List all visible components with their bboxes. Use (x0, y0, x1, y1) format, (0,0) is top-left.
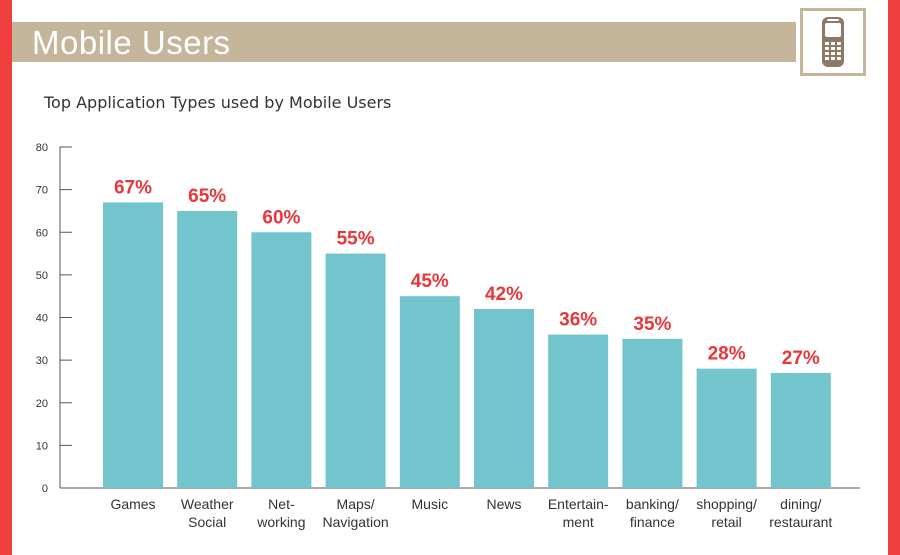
y-tick-label: 50 (36, 270, 48, 282)
bar (325, 253, 386, 488)
page-title: Mobile Users (32, 24, 231, 61)
right-accent-bar (888, 0, 900, 555)
x-category-label: restaurant (769, 514, 832, 530)
x-category-label: Games (110, 496, 155, 512)
x-category-label: News (486, 496, 521, 512)
bar (251, 232, 312, 488)
data-label: 27% (782, 348, 820, 369)
bar (399, 296, 460, 488)
y-tick-label: 10 (36, 440, 48, 452)
data-label: 28% (708, 344, 746, 365)
x-category-label: finance (630, 514, 675, 530)
data-label: 42% (485, 284, 523, 305)
bar (474, 308, 534, 488)
x-category-label: Social (188, 514, 226, 530)
phone-icon-box (800, 8, 866, 76)
data-label: 55% (337, 229, 375, 250)
x-category-label: Navigation (323, 514, 389, 530)
chart-title: Top Application Types used by Mobile Use… (44, 93, 392, 112)
x-category-label: retail (711, 514, 741, 530)
y-tick-label: 80 (36, 142, 48, 154)
data-label: 65% (188, 186, 226, 207)
bar (696, 368, 757, 488)
data-label: 45% (411, 271, 449, 292)
y-tick-label: 30 (36, 355, 48, 367)
y-tick-label: 40 (36, 313, 48, 325)
bar (622, 338, 683, 488)
y-tick-label: 20 (36, 398, 48, 410)
x-category-label: Music (412, 496, 449, 512)
bar (548, 334, 609, 488)
data-label: 35% (633, 314, 671, 335)
x-category-label: ment (563, 514, 594, 530)
x-category-label: shopping/ (696, 496, 757, 512)
bar (770, 372, 831, 488)
bar (177, 210, 238, 488)
x-category-label: dining/ (780, 496, 821, 512)
data-label: 60% (262, 207, 300, 228)
x-category-label: Net- (268, 496, 295, 512)
x-category-label: working (256, 514, 305, 530)
x-category-label: banking/ (626, 496, 679, 512)
left-accent-bar (0, 0, 12, 555)
data-label: 67% (114, 177, 152, 198)
title-band: Mobile Users (12, 22, 796, 62)
y-tick-label: 70 (36, 185, 48, 197)
x-category-label: Entertain- (548, 496, 609, 512)
data-label: 36% (559, 310, 597, 331)
x-category-label: Maps/ (337, 496, 375, 512)
x-category-label: Weather (181, 496, 234, 512)
y-tick-label: 60 (36, 227, 48, 239)
bar (103, 202, 163, 488)
mobile-phone-icon (822, 17, 844, 67)
y-tick-label: 0 (42, 483, 48, 495)
